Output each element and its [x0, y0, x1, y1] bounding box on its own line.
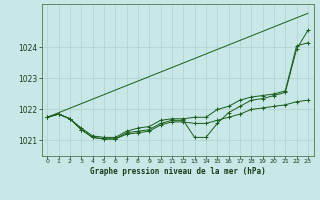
X-axis label: Graphe pression niveau de la mer (hPa): Graphe pression niveau de la mer (hPa) [90, 167, 266, 176]
